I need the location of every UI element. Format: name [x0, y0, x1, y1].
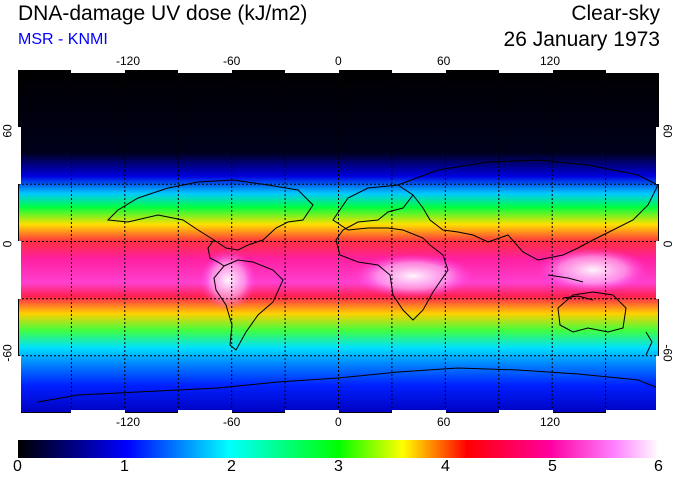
lon-tick-bottom: -60: [223, 415, 241, 429]
colorbar-label: 1: [120, 458, 129, 475]
organization-label: MSR - KNMI: [18, 31, 108, 48]
lon-tick-bottom: 120: [540, 415, 561, 429]
lon-tick-bottom: -120: [116, 415, 141, 429]
lon-tick-bottom: 0: [335, 415, 342, 429]
lon-tick-top: -60: [223, 54, 241, 68]
lon-tick-bottom: 60: [437, 415, 451, 429]
sky-condition-label: Clear-sky: [571, 2, 660, 25]
coastlines: [37, 159, 659, 403]
lat-tick-right: -60: [660, 344, 675, 362]
colorbar-label: 6: [654, 458, 663, 475]
uv-dose-map: [18, 70, 659, 413]
lon-tick-top: 0: [335, 54, 342, 68]
lon-tick-top: 60: [437, 54, 451, 68]
lat-tick-left: 0: [0, 240, 15, 248]
lon-tick-top: -120: [116, 54, 141, 68]
uv-hotspot-africa: [353, 254, 473, 298]
colorbar: [18, 440, 659, 458]
graticule: [18, 70, 659, 413]
uv-hotspot-australia: [538, 248, 648, 292]
colorbar-label: 3: [334, 458, 343, 475]
uv-hotspot-south-america: [200, 250, 256, 310]
lat-tick-left: -60: [0, 344, 15, 362]
colorbar-label: 5: [548, 458, 557, 475]
lat-tick-right: 60: [660, 124, 675, 138]
lat-tick-right: 0: [660, 240, 675, 248]
date-label: 26 January 1973: [503, 28, 660, 51]
chart-title: DNA-damage UV dose (kJ/m2): [18, 2, 308, 25]
lat-tick-left: 60: [0, 124, 15, 138]
colorbar-label: 2: [227, 458, 236, 475]
colorbar-gradient: [18, 440, 659, 458]
lon-tick-top: 120: [540, 54, 561, 68]
colorbar-label: 0: [13, 458, 22, 475]
map-frame: [18, 70, 659, 413]
colorbar-label: 4: [441, 458, 450, 475]
